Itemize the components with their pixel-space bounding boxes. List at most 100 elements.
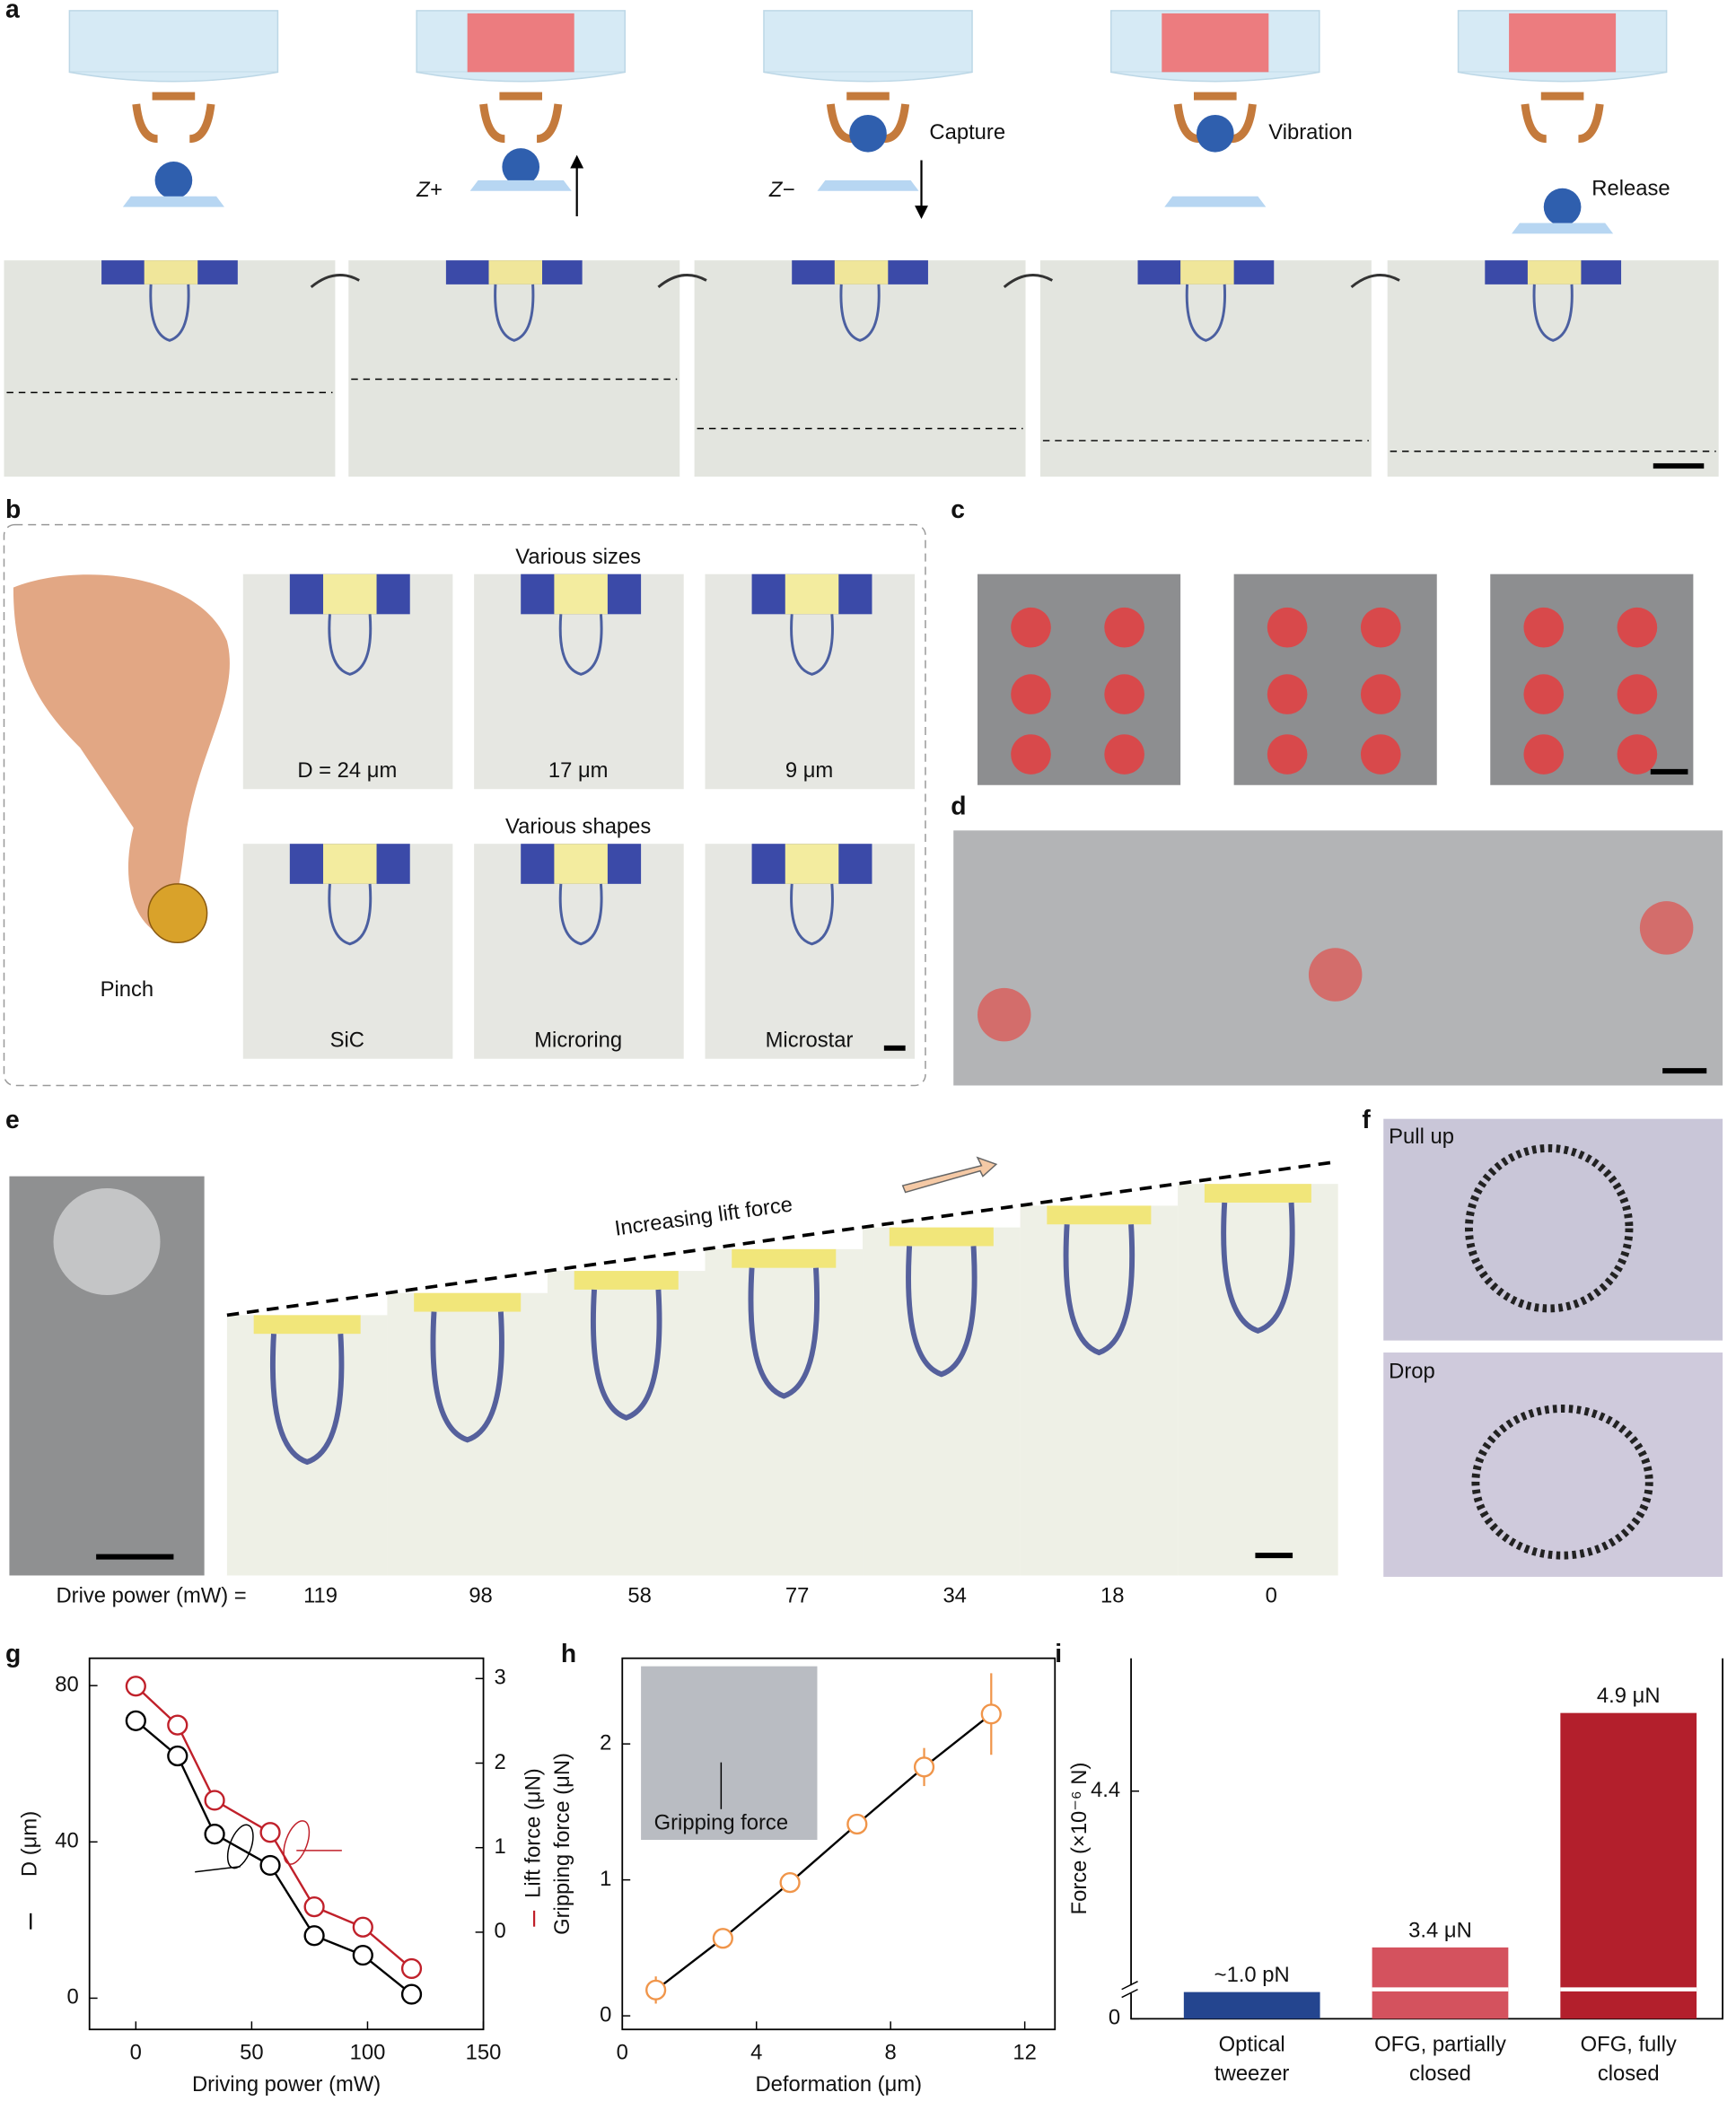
x-tick-label: 0 bbox=[130, 2040, 142, 2064]
data-point bbox=[167, 1714, 189, 1736]
y-axis-label: Force (×10⁻⁶ N) bbox=[1067, 1763, 1092, 1915]
z-label: Z+ bbox=[416, 178, 443, 202]
nozzle-light bbox=[144, 260, 198, 285]
group-title: Various shapes bbox=[505, 815, 651, 839]
y-tick-label: 80 bbox=[55, 1672, 78, 1696]
gripper bbox=[494, 284, 535, 342]
plot-frame bbox=[88, 1657, 485, 2031]
gripper bbox=[328, 883, 373, 946]
microsphere bbox=[1104, 674, 1144, 714]
microsphere bbox=[1267, 607, 1308, 648]
drive-power-value: 119 bbox=[303, 1584, 338, 1608]
nozzle-light bbox=[1180, 260, 1234, 285]
data-point bbox=[204, 1823, 225, 1845]
drive-power-value: 18 bbox=[1100, 1584, 1124, 1608]
fiber-holder-base bbox=[763, 71, 973, 83]
step-arrow bbox=[1350, 273, 1400, 288]
y-tick-label: 1 bbox=[600, 1867, 611, 1891]
x-tick-label: closed bbox=[1598, 2062, 1660, 2086]
x-tick-label: 4 bbox=[750, 2040, 762, 2064]
nozzle-light bbox=[1204, 1184, 1311, 1204]
data-point bbox=[125, 1710, 146, 1731]
x-tick-label: tweezer bbox=[1214, 2062, 1289, 2086]
value-label: 3.4 μN bbox=[1408, 1918, 1472, 1942]
sphere bbox=[1543, 188, 1582, 226]
nozzle-light bbox=[323, 573, 377, 615]
photo bbox=[226, 1315, 388, 1576]
drive-power-value: 0 bbox=[1266, 1584, 1277, 1608]
x-axis-label: Deformation (μm) bbox=[755, 2072, 922, 2097]
step-label: Capture bbox=[929, 120, 1005, 144]
sem-image bbox=[1233, 573, 1437, 785]
photo bbox=[1020, 1205, 1179, 1576]
bar bbox=[1560, 1712, 1697, 2019]
fiber-coil bbox=[1471, 1405, 1653, 1560]
substrate bbox=[1164, 196, 1267, 207]
photo-caption: SiC bbox=[330, 1029, 364, 1053]
microsphere bbox=[1011, 607, 1051, 648]
sphere bbox=[1196, 114, 1234, 153]
nozzle-light bbox=[732, 1248, 837, 1268]
gripper bbox=[1521, 92, 1604, 144]
data-point bbox=[352, 1944, 373, 1966]
photo-caption: 17 μm bbox=[548, 758, 609, 783]
gripper bbox=[790, 883, 834, 946]
arrow-head bbox=[915, 206, 928, 219]
panel-label: h bbox=[561, 1639, 576, 1668]
annotation-arrow bbox=[195, 1866, 241, 1873]
step-label: Vibration bbox=[1268, 120, 1353, 144]
data-point bbox=[400, 1957, 423, 1980]
trend-line bbox=[226, 1160, 1338, 1318]
marble bbox=[147, 883, 208, 944]
nozzle-light bbox=[785, 573, 839, 615]
panel-label: d bbox=[951, 792, 966, 820]
fiber-holder-base bbox=[416, 71, 626, 83]
nozzle-light bbox=[323, 844, 377, 884]
gripper bbox=[149, 284, 190, 342]
nozzle-light bbox=[488, 260, 543, 285]
nozzle-light bbox=[785, 844, 839, 884]
photo bbox=[547, 1271, 706, 1576]
panel-label: a bbox=[5, 0, 20, 22]
substrate bbox=[817, 179, 919, 191]
sem-image bbox=[1490, 573, 1694, 785]
group-title: Various sizes bbox=[515, 545, 641, 569]
nozzle-light bbox=[834, 260, 889, 285]
photo bbox=[1387, 260, 1719, 477]
gripper bbox=[479, 92, 563, 144]
x-tick-label: 0 bbox=[617, 2040, 628, 2064]
fiber-coil bbox=[1464, 1143, 1634, 1313]
photo bbox=[705, 1248, 864, 1576]
microsphere bbox=[1617, 607, 1658, 648]
panel-label: g bbox=[5, 1639, 21, 1668]
microsphere bbox=[1360, 734, 1401, 775]
sphere bbox=[154, 162, 193, 199]
inset-annotation: Gripping force bbox=[654, 1810, 788, 1834]
nozzle-light bbox=[414, 1292, 522, 1312]
panel-frame bbox=[3, 523, 926, 1087]
step-arrow bbox=[657, 273, 707, 288]
data-point bbox=[259, 1854, 281, 1877]
data-point bbox=[303, 1896, 325, 1918]
data-point bbox=[846, 1813, 868, 1835]
data-point bbox=[352, 1916, 373, 1938]
photo-caption: 9 μm bbox=[785, 758, 833, 783]
panel-label: e bbox=[5, 1105, 20, 1134]
x-tick-label: OFG, partially bbox=[1374, 2032, 1506, 2056]
microsphere bbox=[977, 987, 1031, 1042]
y2-axis-label: Lift force (μN) bbox=[521, 1768, 545, 1898]
hand-label: Pinch bbox=[101, 977, 154, 1002]
fiber-holder bbox=[68, 10, 279, 74]
x-tick-label: 150 bbox=[466, 2040, 502, 2064]
value-label: 4.9 μN bbox=[1597, 1684, 1661, 1708]
y2-tick-label: 3 bbox=[494, 1666, 505, 1690]
hand bbox=[13, 574, 230, 935]
step-arrow bbox=[1003, 273, 1054, 288]
microsphere bbox=[53, 1188, 161, 1296]
photo-caption: Microstar bbox=[766, 1029, 854, 1053]
axis-break-gap bbox=[1123, 1985, 1139, 1994]
nozzle-light bbox=[1047, 1205, 1152, 1225]
photo-label: Drop bbox=[1389, 1360, 1435, 1384]
panel-label: i bbox=[1055, 1639, 1062, 1668]
